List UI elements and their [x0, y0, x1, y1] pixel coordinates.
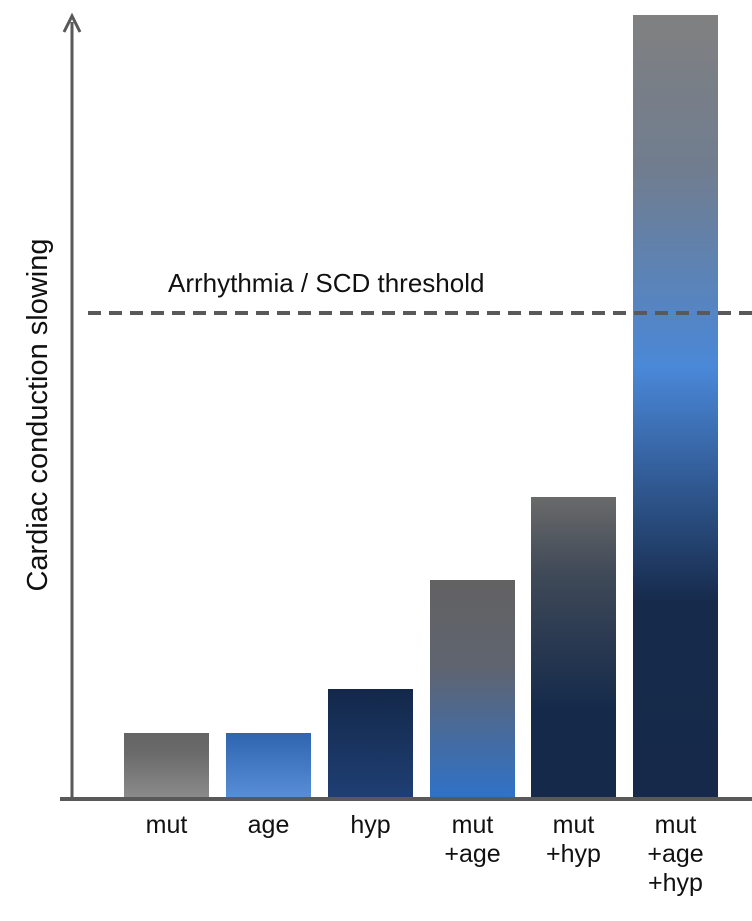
- x-tick-label: mut: [452, 811, 494, 839]
- bars-group: [124, 15, 718, 799]
- bar-mut: [124, 733, 209, 799]
- bar-mut-hyp: [531, 497, 616, 799]
- bar-age: [226, 733, 311, 799]
- x-tick-label: +age: [647, 840, 703, 868]
- x-tick-label: +hyp: [648, 869, 703, 897]
- threshold-label: Arrhythmia / SCD threshold: [168, 268, 484, 298]
- x-tick-label: mut: [655, 811, 697, 839]
- x-tick-label: +age: [444, 840, 500, 868]
- y-axis-arrow-icon: [62, 12, 82, 33]
- bar-hyp: [328, 689, 413, 799]
- x-tick-label: mut: [553, 811, 595, 839]
- x-tick-label: +hyp: [546, 840, 601, 868]
- x-tick-label: hyp: [350, 811, 390, 839]
- x-tick-label: mut: [146, 811, 188, 839]
- bar-mut-age: [430, 580, 515, 799]
- x-tick-label: age: [248, 811, 290, 839]
- bar-mut-age-hyp: [633, 15, 718, 799]
- y-axis-label: Cardiac conduction slowing: [22, 238, 54, 591]
